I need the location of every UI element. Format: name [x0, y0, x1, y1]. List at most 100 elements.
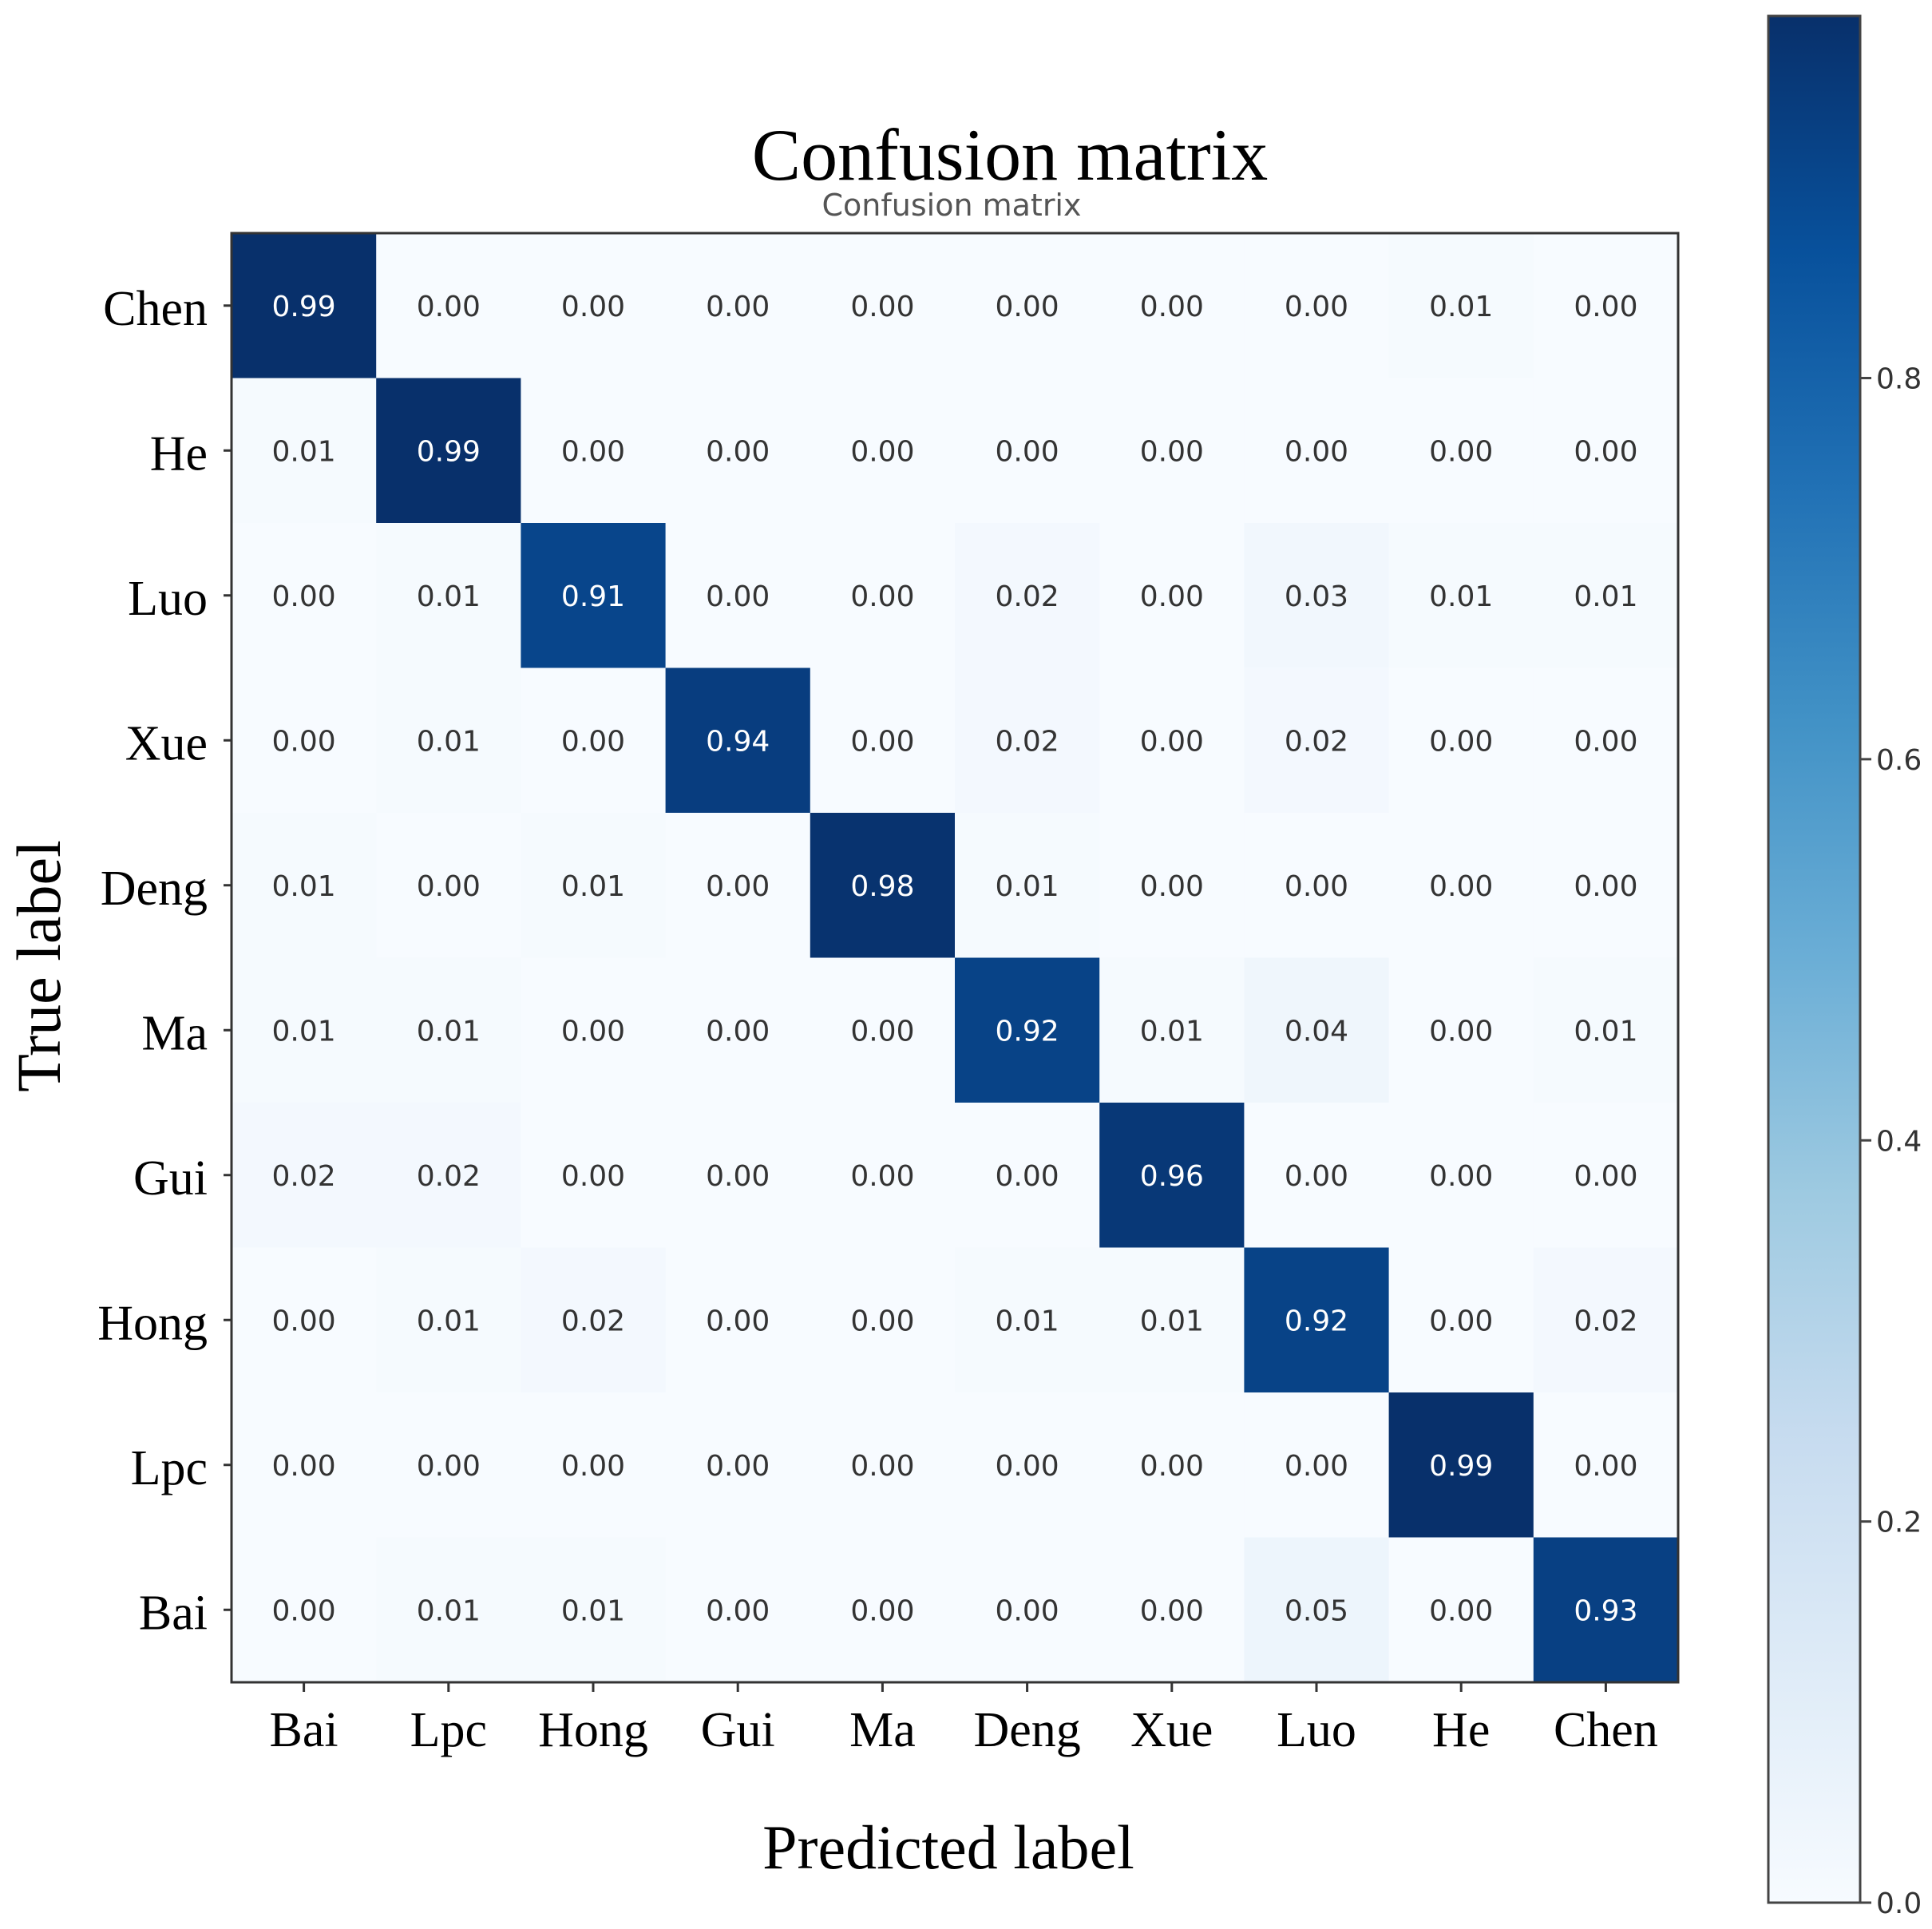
- cell-value-label: 0.00: [417, 291, 481, 323]
- heatmap-cell: [1388, 667, 1534, 814]
- heatmap-cells: 0.99 0.00 0.00 0.00 0.00 0.00 0.00 0.00 0.01 0.00…: [232, 233, 1679, 1683]
- heatmap-cell: [665, 523, 811, 669]
- heatmap-cell: [521, 233, 667, 379]
- cell-value-label: 0.99: [272, 291, 336, 323]
- cell-value-label: 0.91: [561, 580, 625, 613]
- chart-subtitle: Confusion matrix: [822, 188, 1082, 223]
- colorbar-tick-label: 0.0: [1876, 1887, 1922, 1920]
- heatmap-cell: [1099, 1392, 1245, 1539]
- cell-value-label: 0.00: [1429, 1305, 1493, 1337]
- cell-value-label: 0.01: [272, 435, 336, 468]
- heatmap-cell: [1388, 1392, 1534, 1539]
- heatmap-cell: [955, 1103, 1100, 1249]
- heatmap-cell: [1099, 1103, 1245, 1249]
- heatmap-cell: [232, 378, 377, 524]
- heatmap-cell: [376, 1103, 521, 1249]
- heatmap-cell: [232, 957, 377, 1103]
- cell-value-label: 0.00: [706, 291, 770, 323]
- heatmap-cell: [1388, 1247, 1534, 1393]
- cell-value-label: 0.96: [1140, 1160, 1204, 1193]
- heatmap-cell: [521, 667, 667, 814]
- heatmap-cell: [665, 378, 811, 524]
- heatmap-cell: [1533, 957, 1679, 1103]
- heatmap-cell: [955, 957, 1100, 1103]
- heatmap-cell: [376, 1537, 521, 1683]
- cell-value-label: 0.00: [1429, 1594, 1493, 1627]
- cell-value-label: 0.00: [272, 725, 336, 758]
- cell-value-label: 0.00: [1574, 1450, 1637, 1483]
- heatmap-cell: [1099, 1247, 1245, 1393]
- cell-value-label: 0.00: [561, 1450, 625, 1483]
- heatmap-cell: [1533, 667, 1679, 814]
- heatmap-cell: [376, 957, 521, 1103]
- cell-value-label: 0.00: [996, 1594, 1059, 1627]
- y-tick-label: Chen: [103, 282, 208, 336]
- x-tick-label: Chen: [1554, 1703, 1658, 1757]
- heatmap-cell: [955, 1247, 1100, 1393]
- cell-value-label: 0.00: [996, 435, 1059, 468]
- cell-value-label: 0.00: [1574, 725, 1637, 758]
- cell-value-label: 0.92: [996, 1015, 1059, 1048]
- cell-value-label: 0.01: [417, 580, 481, 613]
- heatmap-cell: [1388, 813, 1534, 959]
- heatmap-cell: [521, 1537, 667, 1683]
- cell-value-label: 0.00: [272, 1305, 336, 1337]
- cell-value-label: 0.00: [1574, 870, 1637, 903]
- heatmap-cell: [1533, 813, 1679, 959]
- heatmap-cell: [1533, 1537, 1679, 1683]
- x-tick-label: Luo: [1277, 1703, 1356, 1757]
- y-tick-label: Xue: [125, 716, 208, 770]
- cell-value-label: 0.00: [706, 1594, 770, 1627]
- heatmap-cell: [810, 1537, 956, 1683]
- cell-value-label: 0.01: [417, 1015, 481, 1048]
- heatmap-cell: [810, 523, 956, 669]
- cell-value-label: 0.00: [706, 1160, 770, 1193]
- heatmap-cell: [810, 1247, 956, 1393]
- heatmap-cell: [1244, 233, 1390, 379]
- cell-value-label: 0.02: [417, 1160, 481, 1193]
- cell-value-label: 0.00: [417, 870, 481, 903]
- heatmap-cell: [376, 1247, 521, 1393]
- x-axis-ticks: Bai Lpc Hong Gui Ma Deng Xue Luo He Chen: [270, 1682, 1658, 1757]
- heatmap-cell: [1244, 1103, 1390, 1249]
- y-tick-label: Ma: [141, 1006, 208, 1060]
- heatmap-cell: [521, 523, 667, 669]
- colorbar-tick-label: 0.4: [1876, 1125, 1922, 1158]
- heatmap-cell: [232, 233, 377, 379]
- heatmap-cell: [665, 1537, 811, 1683]
- heatmap-cell: [1099, 813, 1245, 959]
- cell-value-label: 0.00: [1285, 435, 1348, 468]
- heatmap-cell: [810, 378, 956, 524]
- y-tick-label: Lpc: [131, 1441, 208, 1495]
- y-tick-label: He: [150, 426, 208, 481]
- heatmap-cell: [232, 1537, 377, 1683]
- cell-value-label: 0.00: [850, 1160, 914, 1193]
- cell-value-label: 0.00: [561, 725, 625, 758]
- heatmap-cell: [955, 233, 1100, 379]
- heatmap-cell: [1388, 1103, 1534, 1249]
- colorbar-tick-label: 0.2: [1876, 1507, 1922, 1539]
- heatmap-cell: [232, 1103, 377, 1249]
- heatmap-cell: [1244, 667, 1390, 814]
- cell-value-label: 0.00: [1574, 435, 1637, 468]
- cell-value-label: 0.00: [1140, 580, 1204, 613]
- x-tick-label: Lpc: [410, 1703, 487, 1757]
- y-tick-label: Luo: [128, 572, 208, 626]
- y-tick-label: Hong: [97, 1296, 208, 1350]
- cell-value-label: 0.00: [706, 1015, 770, 1048]
- heatmap-cell: [665, 813, 811, 959]
- heatmap-cell: [376, 1392, 521, 1539]
- cell-value-label: 0.00: [1140, 435, 1204, 468]
- heatmap-cell: [1388, 957, 1534, 1103]
- cell-value-label: 0.00: [1140, 1450, 1204, 1483]
- cell-value-label: 0.99: [1429, 1450, 1493, 1483]
- cell-value-label: 0.01: [1429, 580, 1493, 613]
- cell-value-label: 0.00: [1285, 870, 1348, 903]
- cell-value-label: 0.00: [272, 1450, 336, 1483]
- cell-value-label: 0.00: [1574, 1160, 1637, 1193]
- y-tick-label: Gui: [133, 1151, 208, 1206]
- cell-value-label: 0.94: [706, 725, 770, 758]
- cell-value-label: 0.00: [1429, 870, 1493, 903]
- cell-value-label: 0.00: [272, 580, 336, 613]
